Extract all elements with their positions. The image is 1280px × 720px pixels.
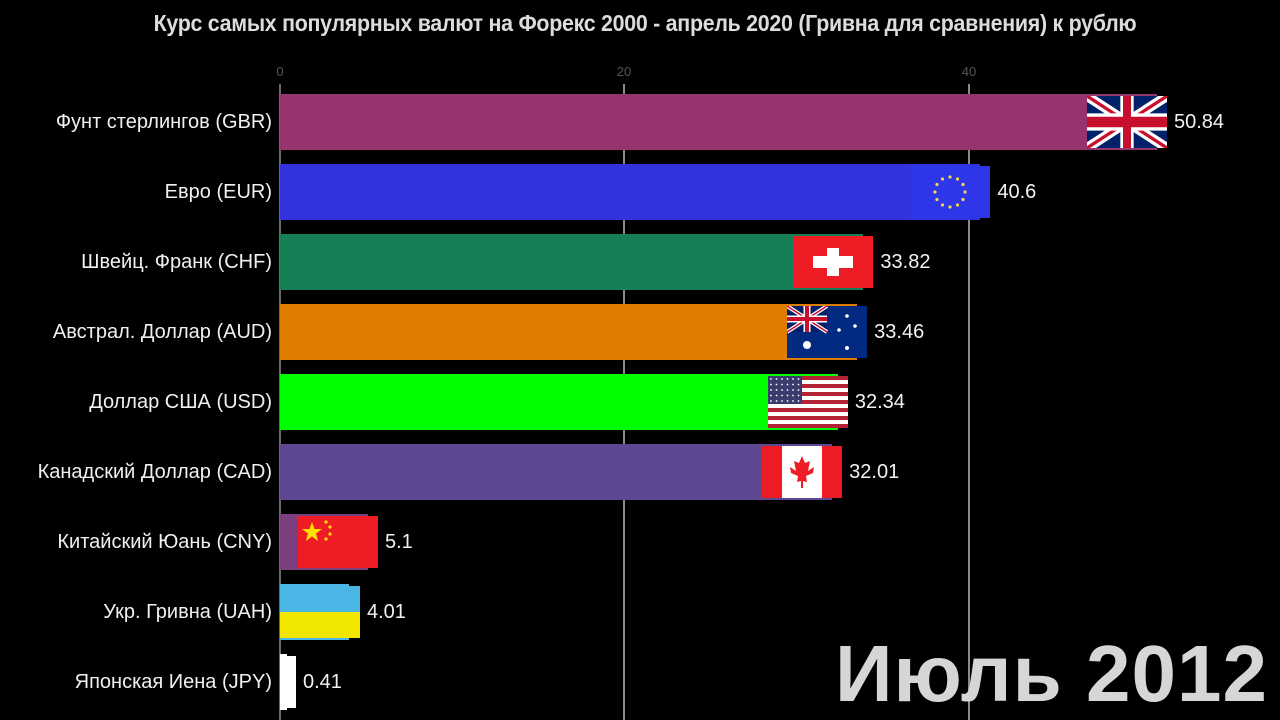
canada-flag-icon <box>762 446 843 498</box>
category-label: Евро (EUR) <box>164 181 272 203</box>
category-label: Фунт стерлингов (GBR) <box>55 111 272 133</box>
bar-row: Швейц. Франк (CHF) 33.82 <box>0 234 1280 290</box>
value-label: 40.6 <box>997 181 1037 203</box>
value-label: 0.41 <box>303 671 342 693</box>
australia-flag-icon <box>787 306 868 358</box>
value-label: 32.01 <box>849 461 900 483</box>
japan-flag-icon <box>280 656 296 708</box>
category-label: Китайский Юань (CNY) <box>57 531 272 553</box>
bar-row: Австрал. Доллар (AUD) 33.46 <box>0 304 1280 360</box>
value-label: 50.84 <box>1173 111 1225 133</box>
category-label: Доллар США (USD) <box>89 391 272 413</box>
bar-row: Японская Иена (JPY) 0.41 <box>0 654 1280 710</box>
period-label: Июль 2012 <box>834 629 1268 718</box>
value-label: 33.82 <box>880 251 931 273</box>
ukraine-flag-icon <box>280 586 360 638</box>
bar-row: Евро (EUR) 40.6 <box>0 164 1280 220</box>
x-tick-40: 40 <box>961 64 977 79</box>
category-label: Швейц. Франк (CHF) <box>81 251 272 273</box>
bar <box>280 444 833 500</box>
x-tick-20: 20 <box>616 64 632 79</box>
eu-flag-icon <box>910 166 991 218</box>
bar-row: Укр. Гривна (UAH) 4.01 <box>0 584 1280 640</box>
bar <box>280 304 858 360</box>
bar-row: Китайский Юань (CNY) 5.1 <box>0 514 1280 570</box>
value-label: 32.34 <box>854 391 905 413</box>
category-label: Японская Иена (JPY) <box>74 671 272 693</box>
bar-row: Канадский Доллар (CAD) 32.01 <box>0 444 1280 500</box>
china-flag-icon <box>297 516 378 568</box>
swiss-flag-icon <box>793 236 874 288</box>
bar <box>280 374 838 430</box>
gridline-40 <box>968 84 970 720</box>
chart-title: Курс самых популярных валют на Форекс 20… <box>153 10 1137 36</box>
bar <box>280 94 1157 150</box>
uk-flag-icon <box>1086 96 1167 148</box>
category-label: Австрал. Доллар (AUD) <box>52 321 272 343</box>
bar <box>280 164 981 220</box>
value-label: 5.1 <box>384 531 413 553</box>
x-tick-0: 0 <box>276 64 284 79</box>
category-label: Укр. Гривна (UAH) <box>103 601 272 623</box>
bar <box>280 234 864 290</box>
usa-flag-icon <box>767 376 848 428</box>
category-label: Канадский Доллар (CAD) <box>37 461 272 483</box>
value-label: 4.01 <box>367 601 406 623</box>
bar-row: Фунт стерлингов (GBR) 50.84 <box>0 94 1280 150</box>
value-label: 33.46 <box>874 321 925 343</box>
bar-row: Доллар США (USD) 32.34 <box>0 374 1280 430</box>
